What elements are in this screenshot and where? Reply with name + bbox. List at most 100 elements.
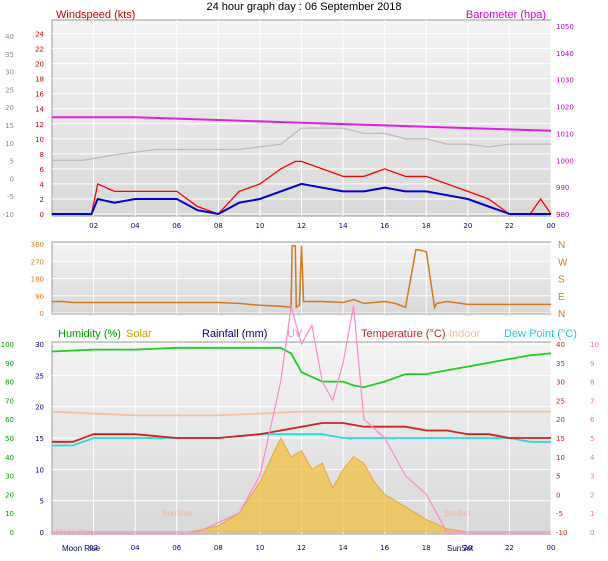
wind-outer-tick: 10 — [5, 140, 14, 148]
wind-y-tick: 18 — [35, 76, 44, 84]
baro-y-tick: 1020 — [556, 104, 574, 112]
combined-x-tick: 18 — [422, 544, 431, 552]
wind-y-tick: 4 — [40, 181, 45, 189]
combined-x-tick: 00 — [547, 544, 556, 552]
dir-compass-label: S — [558, 275, 565, 286]
legend-uv: UV — [287, 328, 303, 340]
dir-series — [52, 245, 551, 310]
wind-outer-tick: 0 — [10, 175, 14, 183]
wind-outer-tick: 20 — [5, 104, 14, 112]
combined-x-tick: 02 — [89, 544, 98, 552]
wind-outer-tick: -5 — [7, 193, 14, 201]
legend-dewpoint: Dew Point (°C) — [504, 328, 577, 340]
wind-y-tick: 6 — [40, 166, 45, 174]
humidity-y-tick: 10 — [5, 510, 14, 518]
temp-y-tick: -10 — [556, 529, 567, 537]
uv-y-tick: 3 — [590, 473, 594, 481]
uv-y-tick: 2 — [590, 491, 594, 499]
graph-title: 24 hour graph day : 06 September 2018 — [206, 1, 401, 13]
temp-y-tick: 25 — [556, 397, 565, 405]
temp-y-tick: 40 — [556, 341, 565, 349]
annotation-moon-rise-bottom: Moon Rise — [62, 544, 101, 553]
wind-outer-tick: 30 — [5, 69, 14, 77]
humidity-y-tick: 20 — [5, 491, 14, 499]
dir-y-tick: 90 — [35, 293, 44, 301]
baro-axis-label: Barometer (hpa) — [466, 9, 546, 21]
uv-y-tick: 8 — [590, 379, 594, 387]
combined-x-tick: 20 — [463, 544, 472, 552]
annotation-sunrise: SunRise — [162, 509, 193, 518]
wind-x-tick: 16 — [380, 222, 389, 230]
wind-y-tick: 24 — [35, 31, 44, 39]
wind-y-tick: 16 — [35, 91, 44, 99]
wind-y-tick: 22 — [35, 46, 44, 54]
wind-x-tick: 10 — [255, 222, 264, 230]
wind-x-tick: 08 — [214, 222, 223, 230]
annotation-sunset-bottom: SunSet — [447, 544, 474, 553]
wind-x-tick: 02 — [89, 222, 98, 230]
rain-y-tick: 15 — [35, 435, 44, 443]
combined-x-tick: 06 — [172, 544, 181, 552]
dir-compass-label: E — [558, 292, 565, 303]
baro-y-tick: 1040 — [556, 50, 574, 58]
combined-x-tick: 22 — [505, 544, 514, 552]
baro-y-tick: 1010 — [556, 130, 574, 138]
wind-x-tick: 20 — [463, 222, 472, 230]
wind-x-tick: 04 — [131, 222, 140, 230]
temp-y-tick: 15 — [556, 435, 565, 443]
temp-y-tick: 10 — [556, 454, 565, 462]
wind-x-tick: 06 — [172, 222, 181, 230]
wind-outer-tick: 25 — [5, 86, 14, 94]
baro-y-tick: 1000 — [556, 157, 574, 165]
temp-y-tick: 20 — [556, 416, 565, 424]
dir-y-tick: 180 — [31, 276, 44, 284]
combined-x-tick: 10 — [255, 544, 264, 552]
temp-y-tick: 0 — [556, 491, 560, 499]
rain-y-tick: 20 — [35, 404, 44, 412]
legend-temperature: Temperature (°C) — [361, 328, 445, 340]
wind-x-tick: 00 — [547, 222, 556, 230]
temp-y-tick: 30 — [556, 379, 565, 387]
combined-x-tick: 14 — [339, 544, 348, 552]
legend-rainfall: Rainfall (mm) — [202, 328, 267, 340]
wind-y-tick: 8 — [40, 151, 44, 159]
baro-y-tick: 990 — [556, 184, 569, 192]
humidity-y-tick: 90 — [5, 360, 14, 368]
combined-x-tick: 08 — [214, 544, 223, 552]
wind-y-tick: 14 — [35, 106, 44, 114]
uv-y-tick: 10 — [590, 341, 599, 349]
wind-y-tick: 0 — [40, 211, 44, 219]
humidity-y-tick: 60 — [5, 416, 14, 424]
rain-y-tick: 0 — [40, 529, 44, 537]
dir-y-tick: 270 — [31, 258, 44, 266]
series-solar — [52, 437, 551, 533]
wind-y-tick: 2 — [40, 196, 44, 204]
combined-x-tick: 04 — [131, 544, 140, 552]
rain-y-tick: 10 — [35, 466, 44, 474]
legend-solar: Solar — [126, 328, 152, 340]
humidity-y-tick: 50 — [5, 435, 14, 443]
dir-y-tick: 360 — [31, 241, 44, 249]
humidity-y-tick: 0 — [10, 529, 14, 537]
humidity-y-tick: 100 — [1, 341, 14, 349]
wind-y-tick: 12 — [35, 121, 44, 129]
temp-y-tick: -5 — [556, 510, 563, 518]
wind-y-tick: 10 — [35, 136, 44, 144]
wind-series-average — [52, 182, 551, 216]
wind-series-barometer — [52, 116, 552, 132]
temp-y-tick: 5 — [556, 473, 560, 481]
wind-x-tick: 14 — [339, 222, 348, 230]
uv-y-tick: 7 — [590, 397, 594, 405]
wind-x-tick: 12 — [297, 222, 306, 230]
humidity-y-tick: 40 — [5, 454, 14, 462]
temp-y-tick: 35 — [556, 360, 565, 368]
uv-y-tick: 4 — [590, 454, 595, 462]
baro-y-tick: 980 — [556, 211, 569, 219]
rain-y-tick: 5 — [40, 498, 44, 506]
series-dew-point — [52, 433, 551, 447]
uv-y-tick: 9 — [590, 360, 594, 368]
legend-indoor: Indoor — [449, 328, 481, 340]
wind-x-tick: 18 — [422, 222, 431, 230]
